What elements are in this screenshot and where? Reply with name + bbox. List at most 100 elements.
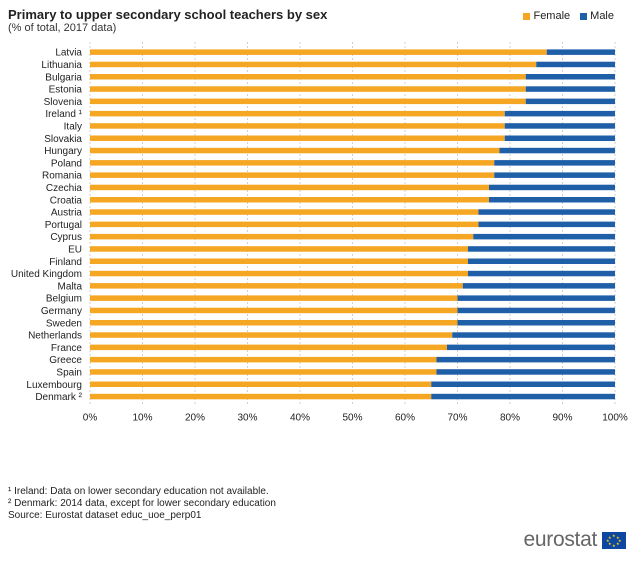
bar-male — [489, 197, 615, 203]
x-tick-label: 90% — [552, 413, 572, 424]
bar-male — [504, 123, 615, 129]
x-tick-label: 70% — [447, 413, 467, 424]
legend-swatch-male — [580, 12, 588, 20]
bar-male — [452, 332, 615, 338]
y-category-label: Poland — [51, 158, 82, 169]
y-category-label: Ireland ¹ — [45, 109, 82, 120]
bar-female — [90, 160, 495, 166]
bar-female — [90, 295, 458, 301]
bar-female — [90, 209, 479, 215]
bar-female — [90, 110, 505, 117]
bar-male — [431, 393, 615, 400]
y-category-label: Belgium — [46, 294, 82, 305]
bar-male — [468, 258, 615, 264]
x-tick-label: 20% — [185, 413, 205, 424]
bar-male — [436, 356, 615, 363]
x-tick-label: 100% — [602, 413, 628, 424]
y-category-label: Slovenia — [44, 97, 83, 108]
bar-female — [90, 356, 437, 363]
legend-item-male: Male — [580, 10, 614, 22]
bar-male — [462, 283, 615, 289]
bar-female — [90, 147, 500, 154]
x-tick-label: 50% — [342, 413, 362, 424]
legend: Female Male — [523, 10, 614, 22]
footnote-ireland: ¹ Ireland: Data on lower secondary educa… — [8, 486, 269, 497]
bar-female — [90, 135, 505, 141]
bar-female — [90, 184, 489, 191]
y-category-label: EU — [68, 244, 82, 255]
bar-male — [536, 61, 615, 68]
y-category-label: Spain — [56, 367, 82, 378]
bar-male — [478, 209, 615, 215]
bar-male — [504, 110, 615, 117]
chart-title: Primary to upper secondary school teache… — [8, 7, 328, 22]
bar-female — [90, 381, 432, 387]
bar-male — [525, 74, 615, 80]
legend-item-female: Female — [523, 10, 570, 22]
y-category-label: France — [51, 343, 83, 354]
bar-male — [525, 98, 615, 105]
y-category-label: Netherlands — [28, 331, 82, 342]
y-category-label: Cyprus — [50, 232, 82, 243]
bar-female — [90, 369, 437, 375]
bar-male — [499, 147, 615, 154]
bar-male — [431, 381, 615, 387]
logo-text: eurostat — [523, 528, 598, 551]
bar-female — [90, 49, 547, 55]
bar-female — [90, 246, 468, 252]
footnote-denmark: ² Denmark: 2014 data, except for lower s… — [8, 498, 276, 509]
bar-female — [90, 344, 447, 351]
bar-female — [90, 332, 453, 338]
bar-male — [468, 270, 615, 277]
bar-female — [90, 221, 479, 228]
bar-male — [457, 307, 615, 314]
y-category-label: Denmark ² — [35, 392, 82, 403]
y-category-label: Malta — [58, 281, 83, 292]
bar-female — [90, 172, 495, 178]
bar-male — [457, 320, 615, 326]
bar-male — [478, 221, 615, 228]
source-note: Source: Eurostat dataset educ_uoe_perp01 — [8, 510, 202, 521]
eurostat-logo: eurostat ★ ★ ★ ★ ★ ★ ★ ★ — [524, 528, 626, 552]
x-tick-label: 10% — [132, 413, 152, 424]
y-category-label: Luxembourg — [26, 380, 82, 391]
bar-female — [90, 123, 505, 129]
bar-male — [436, 369, 615, 375]
chart-subtitle: (% of total, 2017 data) — [8, 22, 117, 34]
bar-male — [504, 135, 615, 141]
bar-female — [90, 197, 489, 203]
legend-swatch-female — [523, 12, 531, 20]
bar-male — [489, 184, 615, 191]
y-category-label: Greece — [49, 355, 82, 366]
legend-label-female: Female — [533, 10, 571, 22]
legend-label-male: Male — [590, 10, 614, 22]
y-category-label: Slovakia — [44, 134, 82, 145]
bar-female — [90, 270, 468, 277]
y-category-label: Bulgaria — [45, 72, 82, 83]
x-tick-label: 60% — [395, 413, 415, 424]
bar-female — [90, 233, 474, 240]
y-category-label: Estonia — [49, 85, 83, 96]
bar-male — [447, 344, 615, 351]
bar-female — [90, 98, 526, 105]
y-category-label: Lithuania — [41, 60, 82, 71]
y-category-label: Hungary — [44, 146, 82, 157]
bar-female — [90, 320, 458, 326]
bar-female — [90, 307, 458, 314]
y-category-label: Portugal — [45, 220, 82, 231]
bar-male — [468, 246, 615, 252]
bar-female — [90, 393, 432, 400]
x-tick-label: 0% — [83, 413, 98, 424]
y-category-label: Czechia — [46, 183, 83, 194]
y-category-label: Austria — [51, 208, 83, 219]
x-tick-label: 80% — [500, 413, 520, 424]
bar-male — [546, 49, 615, 55]
bar-female — [90, 74, 526, 80]
x-tick-label: 40% — [290, 413, 310, 424]
bar-female — [90, 61, 537, 68]
bar-chart: 0% 10% 20% 30% 40% 50% 60% 70% 80% 90% 100%LatviaL… — [11, 42, 628, 424]
bar-female — [90, 283, 463, 289]
bar-male — [494, 160, 615, 166]
bar-male — [457, 295, 615, 301]
eu-flag-icon: ★ ★ ★ ★ ★ ★ ★ ★ — [602, 531, 626, 549]
